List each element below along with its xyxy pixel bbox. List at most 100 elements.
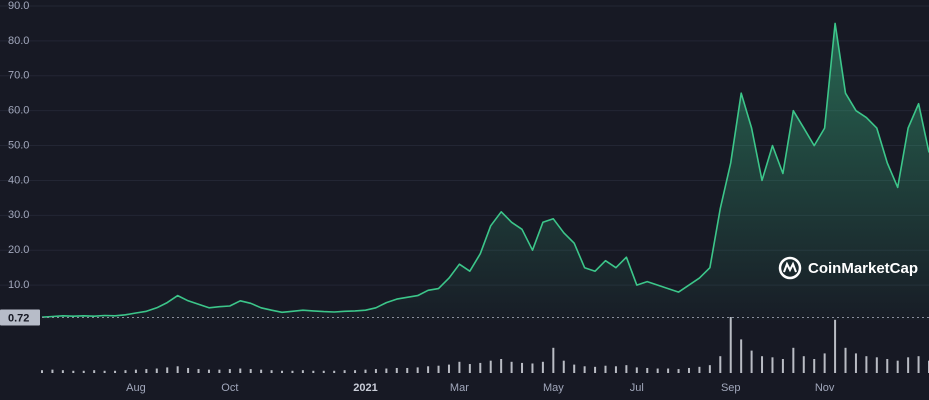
current-price-label: 0.72 <box>8 312 29 324</box>
volume-bar <box>781 359 784 373</box>
volume-bar <box>354 370 357 373</box>
volume-bar <box>907 357 910 373</box>
volume-bar <box>594 366 597 373</box>
y-tick-label: 20.0 <box>8 244 29 256</box>
volume-bar <box>729 317 732 373</box>
volume-bar <box>656 368 659 373</box>
volume-bar <box>72 370 75 373</box>
volume-bar <box>61 370 64 373</box>
volume-bar <box>291 370 294 373</box>
volume-bar <box>886 359 889 373</box>
y-tick-label: 40.0 <box>8 174 29 186</box>
volume-bar <box>646 367 649 373</box>
volume-bar <box>917 356 920 373</box>
y-tick-label: 90.0 <box>8 0 29 12</box>
volume-bar <box>489 360 492 373</box>
volume-bar <box>260 369 263 373</box>
volume-bar <box>562 360 565 373</box>
volume-bar <box>124 370 127 373</box>
volume-bar <box>771 357 774 373</box>
volume-bar <box>301 370 304 373</box>
volume-bar <box>583 366 586 373</box>
volume-bar <box>176 366 179 373</box>
volume-bar <box>708 365 711 373</box>
volume-bar <box>531 363 534 373</box>
volume-bar <box>677 369 680 373</box>
volume-bar <box>166 367 169 373</box>
volume-bar <box>187 367 190 373</box>
volume-bar <box>197 369 200 373</box>
volume-bar <box>228 369 231 373</box>
volume-bar <box>114 370 117 373</box>
volume-bar <box>333 370 336 373</box>
volume-bar <box>541 361 544 373</box>
x-tick-label: Mar <box>450 382 469 394</box>
volume-bar <box>385 368 388 373</box>
x-tick-label: Sep <box>721 382 741 394</box>
volume-bar <box>625 365 628 373</box>
x-tick-label: May <box>543 382 564 394</box>
volume-bar <box>813 359 816 373</box>
volume-bar <box>761 356 764 373</box>
volume-bar <box>406 367 409 373</box>
volume-bar <box>374 369 377 373</box>
volume-bar <box>134 369 137 373</box>
x-tick-label: Jul <box>630 382 644 394</box>
volume-bar <box>896 360 899 373</box>
volume-bar <box>155 368 158 373</box>
volume-bar <box>667 368 670 373</box>
volume-bar <box>427 366 430 373</box>
volume-bar <box>82 370 85 373</box>
y-tick-label: 10.0 <box>8 279 29 291</box>
volume-bar <box>437 365 440 373</box>
volume-bar <box>145 369 148 373</box>
watermark: CoinMarketCap <box>808 260 918 277</box>
volume-bar <box>51 369 54 373</box>
volume-bar <box>270 370 273 373</box>
volume-bar <box>500 359 503 373</box>
volume-bar <box>281 370 284 373</box>
volume-bar <box>249 369 252 373</box>
watermark-logo <box>778 256 802 280</box>
volume-bar <box>614 366 617 373</box>
y-tick-label: 70.0 <box>8 70 29 82</box>
volume-bar <box>875 357 878 373</box>
volume-bar <box>604 365 607 373</box>
volume-bar <box>750 350 753 373</box>
volume-bar <box>687 367 690 373</box>
volume-bar <box>865 356 868 373</box>
y-tick-label: 80.0 <box>8 35 29 47</box>
volume-bar <box>93 370 96 373</box>
volume-bar <box>103 370 106 373</box>
volume-bar <box>573 364 576 373</box>
volume-bar <box>834 319 837 373</box>
volume-bar <box>802 356 805 373</box>
volume-bar <box>844 347 847 373</box>
volume-bar <box>510 361 513 373</box>
volume-bar <box>552 347 555 373</box>
volume-bar <box>395 367 398 373</box>
volume-bar <box>322 370 325 373</box>
price-area <box>42 23 929 321</box>
volume-bar <box>41 370 43 373</box>
volume-bar <box>239 368 242 373</box>
volume-bar <box>740 339 743 373</box>
volume-bar <box>521 362 524 373</box>
volume-bar <box>447 364 450 373</box>
x-tick-label: Nov <box>815 382 835 394</box>
x-tick-label: Oct <box>221 382 238 394</box>
volume-bar <box>479 362 482 373</box>
volume-bar <box>635 367 638 373</box>
volume-bar <box>468 364 471 373</box>
x-tick-label: Aug <box>126 382 146 394</box>
y-tick-label: 60.0 <box>8 105 29 117</box>
price-line <box>41 22 929 318</box>
volume-bar <box>218 369 221 373</box>
y-tick-label: 30.0 <box>8 209 29 221</box>
volume-bar <box>458 361 461 373</box>
y-tick-label: 50.0 <box>8 139 29 151</box>
volume-bar <box>792 347 795 373</box>
volume-bar <box>698 366 701 373</box>
volume-bar <box>364 369 367 373</box>
